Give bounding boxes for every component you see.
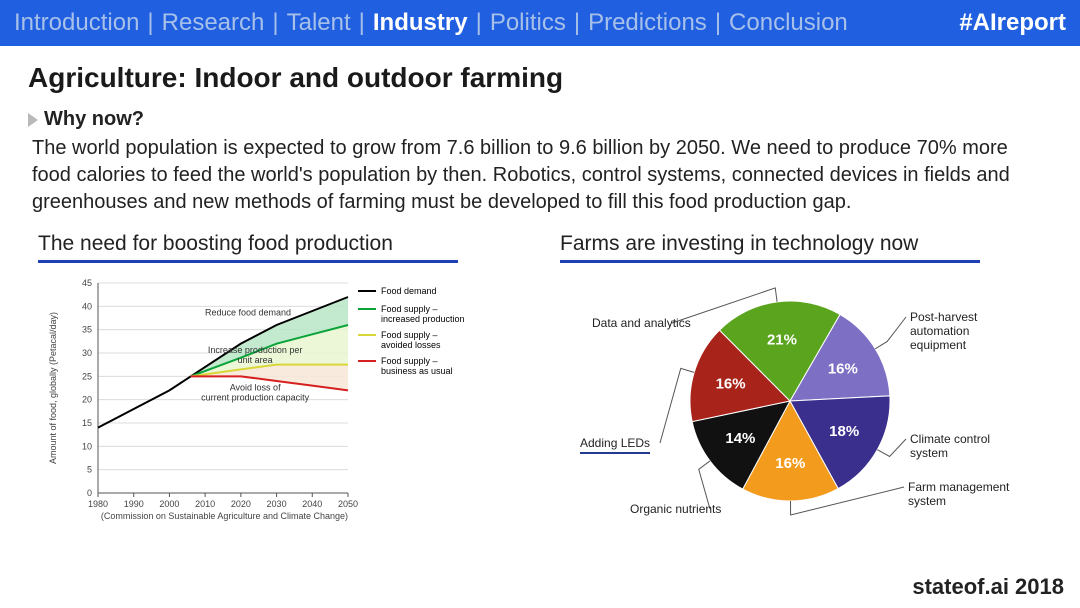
nav-item-talent[interactable]: Talent bbox=[287, 9, 351, 37]
svg-text:Avoid loss of: Avoid loss of bbox=[230, 382, 281, 392]
svg-text:Food demand: Food demand bbox=[381, 286, 437, 296]
svg-text:16%: 16% bbox=[716, 375, 746, 392]
nav-separator: | bbox=[707, 9, 729, 37]
nav-item-predictions[interactable]: Predictions bbox=[588, 9, 707, 37]
nav-separator: | bbox=[139, 9, 161, 37]
svg-text:40: 40 bbox=[82, 301, 92, 311]
svg-text:2050: 2050 bbox=[338, 499, 358, 509]
pie-chart-title: Farms are investing in technology now bbox=[560, 232, 1042, 256]
pie-chart-column: Farms are investing in technology now 16… bbox=[560, 232, 1042, 521]
svg-text:20: 20 bbox=[82, 395, 92, 405]
line-chart-title: The need for boosting food production bbox=[38, 232, 520, 256]
svg-text:45: 45 bbox=[82, 278, 92, 288]
nav-item-conclusion[interactable]: Conclusion bbox=[729, 9, 848, 37]
svg-text:Food supply –: Food supply – bbox=[381, 356, 438, 366]
svg-text:2000: 2000 bbox=[159, 499, 179, 509]
svg-text:increased production: increased production bbox=[381, 314, 465, 324]
body-paragraph: The world population is expected to grow… bbox=[32, 135, 1052, 216]
svg-text:(Commission on Sustainable Agr: (Commission on Sustainable Agriculture a… bbox=[101, 511, 348, 521]
svg-text:21%: 21% bbox=[767, 332, 797, 349]
nav-item-industry[interactable]: Industry bbox=[373, 9, 468, 37]
svg-text:2010: 2010 bbox=[195, 499, 215, 509]
pie-chart-underline bbox=[560, 260, 980, 263]
svg-text:1990: 1990 bbox=[124, 499, 144, 509]
line-chart-svg: 0 5 10 15 20 25 30 35 40 45 1980 1990 2000 2010 2020 20… bbox=[38, 273, 498, 521]
pie-slice-label: Organic nutrients bbox=[630, 503, 721, 517]
nav-separator: | bbox=[468, 9, 490, 37]
nav-item-research[interactable]: Research bbox=[162, 9, 265, 37]
pie-slice-label: Adding LEDs bbox=[580, 437, 650, 454]
svg-text:Amount of food, globally (Peta: Amount of food, globally (Petacal/day) bbox=[48, 312, 58, 464]
nav-item-politics[interactable]: Politics bbox=[490, 9, 566, 37]
svg-text:unit area: unit area bbox=[238, 355, 273, 365]
svg-text:avoided losses: avoided losses bbox=[381, 340, 441, 350]
slide-content: Agriculture: Indoor and outdoor farming … bbox=[0, 46, 1080, 521]
top-nav-bar: Introduction|Research|Talent|Industry|Po… bbox=[0, 0, 1080, 46]
svg-text:25: 25 bbox=[82, 371, 92, 381]
pie-chart: 16% 18% 16% 14% 16% 21% Post-harvest automati… bbox=[560, 273, 1020, 521]
svg-text:30: 30 bbox=[82, 348, 92, 358]
pie-slice-label: Climate control system bbox=[910, 433, 1020, 461]
svg-text:Increase production per: Increase production per bbox=[208, 345, 303, 355]
svg-text:1980: 1980 bbox=[88, 499, 108, 509]
pie-slice-label: Post-harvest automation equipment bbox=[910, 311, 1020, 352]
nav-item-introduction[interactable]: Introduction bbox=[14, 9, 139, 37]
svg-text:16%: 16% bbox=[828, 361, 858, 378]
svg-text:2040: 2040 bbox=[302, 499, 322, 509]
nav-separator: | bbox=[264, 9, 286, 37]
svg-text:business as usual: business as usual bbox=[381, 366, 453, 376]
svg-text:Food supply –: Food supply – bbox=[381, 330, 438, 340]
nav-list: Introduction|Research|Talent|Industry|Po… bbox=[14, 9, 848, 37]
svg-text:16%: 16% bbox=[775, 455, 805, 472]
svg-text:0: 0 bbox=[87, 488, 92, 498]
svg-text:10: 10 bbox=[82, 441, 92, 451]
svg-text:35: 35 bbox=[82, 325, 92, 335]
line-chart-underline bbox=[38, 260, 458, 263]
svg-text:2020: 2020 bbox=[231, 499, 251, 509]
bullet-title: Why now? bbox=[44, 108, 144, 131]
page-title: Agriculture: Indoor and outdoor farming bbox=[28, 62, 1052, 94]
svg-text:Reduce food demand: Reduce food demand bbox=[205, 308, 291, 318]
svg-text:current production capacity: current production capacity bbox=[201, 392, 310, 402]
footer-brand: stateof.ai 2018 bbox=[912, 574, 1064, 600]
pie-slice-label: Farm management system bbox=[908, 481, 1018, 509]
svg-text:15: 15 bbox=[82, 418, 92, 428]
hashtag-label: #AIreport bbox=[959, 9, 1066, 37]
bullet-row: Why now? bbox=[28, 108, 1052, 131]
nav-separator: | bbox=[351, 9, 373, 37]
svg-text:2030: 2030 bbox=[267, 499, 287, 509]
pie-slice-label: Data and analytics bbox=[592, 317, 691, 331]
line-chart-column: The need for boosting food production 0 5… bbox=[38, 232, 520, 521]
charts-row: The need for boosting food production 0 5… bbox=[28, 232, 1052, 521]
triangle-bullet-icon bbox=[28, 113, 38, 127]
line-chart: 0 5 10 15 20 25 30 35 40 45 1980 1990 2000 2010 2020 20… bbox=[38, 273, 498, 521]
svg-text:5: 5 bbox=[87, 465, 92, 475]
svg-text:Food supply –: Food supply – bbox=[381, 304, 438, 314]
svg-text:14%: 14% bbox=[725, 430, 755, 447]
nav-separator: | bbox=[566, 9, 588, 37]
svg-text:18%: 18% bbox=[829, 423, 859, 440]
